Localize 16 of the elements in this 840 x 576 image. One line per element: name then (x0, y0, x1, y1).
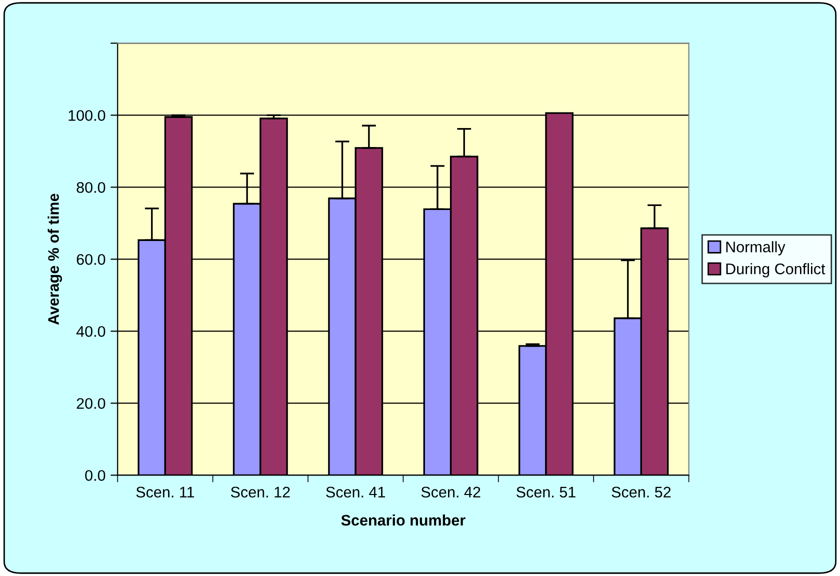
legend-label: During Conflict (726, 263, 826, 278)
x-tick-label: Scen. 11 (136, 486, 194, 498)
legend-label: Normally (726, 241, 786, 256)
y-tick-label: 40.0 (76, 326, 106, 337)
y-tick-label: 100.0 (68, 110, 106, 121)
y-tick-label: 20.0 (76, 398, 106, 409)
x-tick-label: Scen. 42 (421, 486, 480, 498)
x-axis-title: Scenario number (341, 514, 466, 526)
x-tick-label: Scen. 51 (516, 486, 576, 498)
y-tick-label: 60.0 (76, 254, 106, 265)
x-tick-label: Scen. 41 (326, 486, 386, 498)
x-tick-label: Scen. 12 (230, 486, 290, 498)
y-axis-title: Average % of time (48, 194, 62, 325)
y-tick-label: 0.0 (85, 470, 106, 481)
y-tick-label: 80.0 (76, 182, 106, 193)
x-tick-label: Scen. 52 (612, 486, 671, 498)
